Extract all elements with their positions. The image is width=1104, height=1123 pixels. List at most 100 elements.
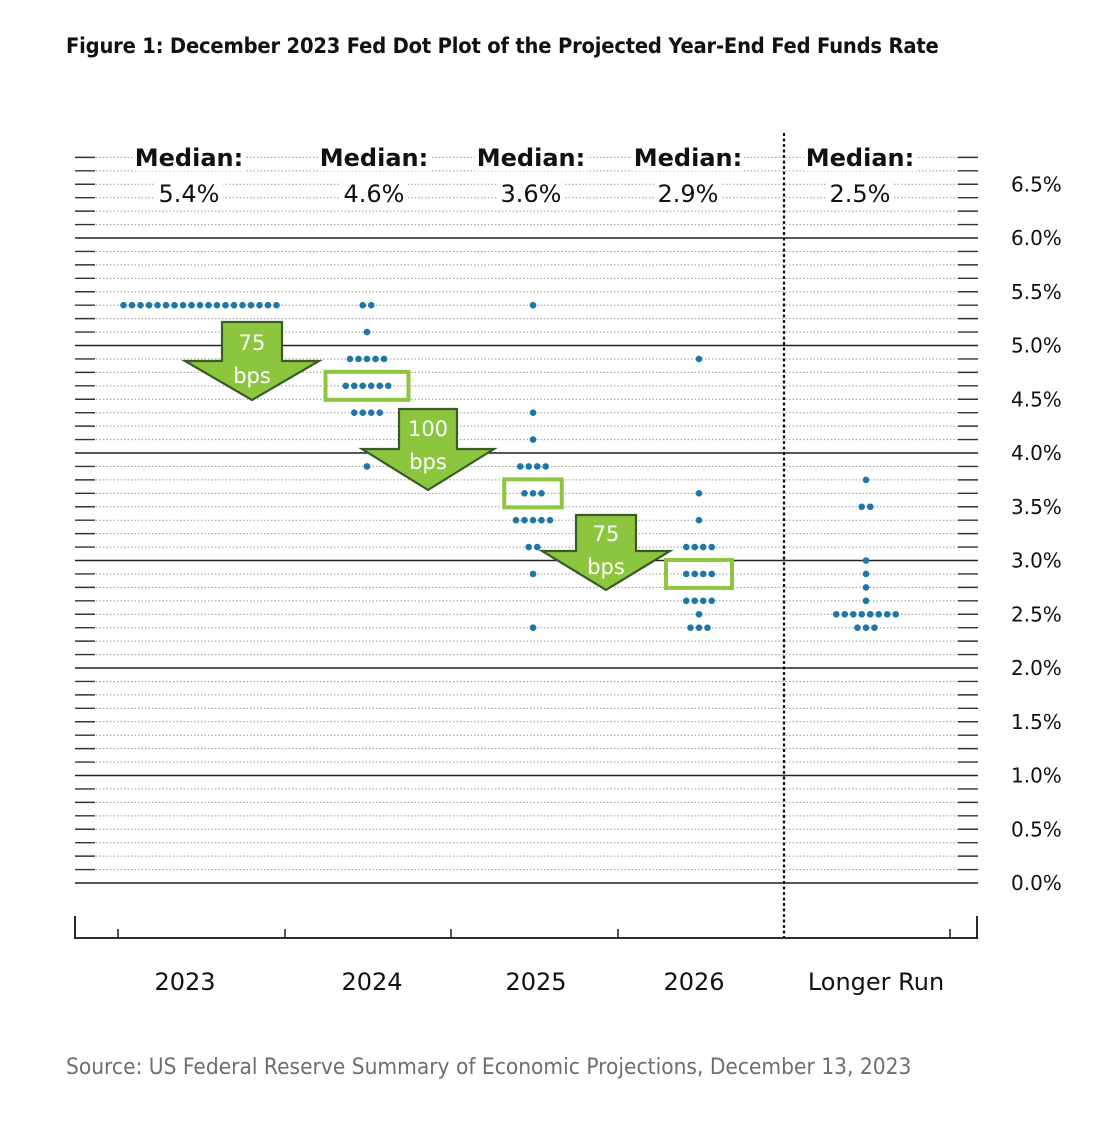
y-tick-label: 0.0% (1011, 871, 1062, 895)
median-value-backdrop (497, 180, 565, 206)
participant-dot (862, 570, 870, 578)
x-category-label: 2025 (505, 968, 566, 996)
participant-dot (516, 463, 524, 470)
median-value-backdrop (826, 180, 894, 206)
participant-dot (196, 301, 204, 309)
participant-dot (346, 355, 354, 363)
participant-dot (691, 570, 699, 578)
participant-dot (120, 301, 127, 309)
participant-dot (699, 570, 707, 578)
median-highlight-box (323, 369, 411, 402)
participant-dot (529, 409, 537, 416)
participant-dot (529, 301, 537, 309)
participant-dot (384, 382, 392, 390)
participant-dot (862, 476, 870, 484)
participant-dot (247, 301, 255, 309)
participant-dot (682, 597, 690, 605)
participant-dot (355, 355, 362, 363)
source-note: Source: US Federal Reserve Summary of Ec… (66, 1055, 912, 1080)
participant-dot (188, 301, 195, 309)
median-value: 3.6% (501, 180, 562, 208)
median-label: Median: (477, 144, 585, 172)
participant-dot (512, 516, 520, 524)
participant-dot (854, 624, 861, 631)
participant-dot (350, 382, 358, 390)
median-value: 2.9% (658, 180, 719, 208)
participant-dot (695, 516, 703, 524)
participant-dot (264, 301, 272, 309)
participant-dot (708, 543, 716, 551)
participant-dot (695, 610, 703, 618)
participant-dot (892, 610, 900, 618)
participant-dot (708, 570, 716, 578)
participant-dot (222, 301, 229, 309)
participant-dot (699, 543, 707, 551)
x-category-label: 2023 (154, 968, 215, 996)
participant-dot (862, 624, 870, 631)
participant-dot (691, 597, 699, 605)
participant-dot (546, 516, 554, 524)
median-label-backdrop (318, 143, 430, 171)
participant-dot (529, 516, 537, 524)
median-label-backdrop (804, 143, 916, 171)
participant-dot (871, 624, 878, 631)
participant-dot (695, 355, 703, 363)
participant-dot (529, 624, 537, 631)
arrow-label-unit: bps (587, 555, 625, 579)
participant-dot (521, 516, 528, 524)
arrow-label-amount: 100 (408, 417, 448, 441)
participant-dot (529, 436, 537, 443)
x-category-label: 2026 (663, 968, 724, 996)
participant-dot (866, 610, 874, 618)
participant-dot (380, 355, 388, 363)
participant-dot (832, 610, 840, 618)
participant-dot (862, 584, 870, 591)
participant-dot (367, 301, 375, 309)
participant-dot (529, 570, 537, 578)
participant-dots (120, 301, 900, 631)
participant-dot (682, 543, 690, 551)
arrow-label-unit: bps (233, 364, 271, 388)
rate-cut-arrow (538, 513, 674, 592)
arrow-label-amount: 75 (593, 522, 620, 546)
y-tick-label: 2.0% (1011, 656, 1062, 680)
y-tick-label: 6.5% (1011, 172, 1062, 196)
median-value-backdrop (340, 180, 408, 206)
participant-dot (862, 597, 870, 605)
participant-dot (372, 355, 379, 363)
arrow-label-unit: bps (409, 450, 447, 474)
participant-dot (359, 301, 367, 309)
rate-cut-arrows: 75 bps 100 bps 75 bps (180, 320, 674, 592)
participant-dot (359, 409, 367, 416)
y-tick-label: 4.5% (1011, 387, 1062, 411)
participant-dot (875, 610, 883, 618)
median-value: 2.5% (830, 180, 891, 208)
participant-dot (862, 557, 870, 564)
median-label: Median: (320, 144, 428, 172)
participant-dot (533, 543, 541, 551)
participant-dot (699, 597, 707, 605)
participant-dot (542, 463, 550, 470)
median-highlight-box (502, 477, 564, 510)
participant-dot (171, 301, 178, 309)
participant-dot (538, 490, 545, 497)
axes (74, 133, 978, 939)
participant-dot (205, 301, 212, 309)
y-axis-tick-labels: 6.5% 6.0% 5.5% 5.0% 4.5% 4.0% 3.5% 3.0% 2.5% 2.0%… (1011, 172, 1062, 895)
participant-dot (691, 543, 699, 551)
y-tick-label: 1.0% (1011, 764, 1062, 788)
median-value-backdrop (654, 180, 722, 206)
y-tick-label: 5.5% (1011, 280, 1062, 304)
y-tick-label: 0.5% (1011, 817, 1062, 841)
median-label: Median: (634, 144, 742, 172)
participant-dot (162, 301, 170, 309)
median-highlight-boxes (323, 369, 734, 590)
x-category-label: Longer Run (808, 968, 944, 996)
y-tick-label: 3.5% (1011, 495, 1062, 519)
participant-dot (529, 490, 537, 497)
median-label-backdrop (632, 143, 744, 171)
median-label: Median: (806, 144, 914, 172)
participant-dot (533, 463, 541, 470)
participant-dot (687, 624, 694, 631)
y-tick-label: 1.5% (1011, 710, 1062, 734)
